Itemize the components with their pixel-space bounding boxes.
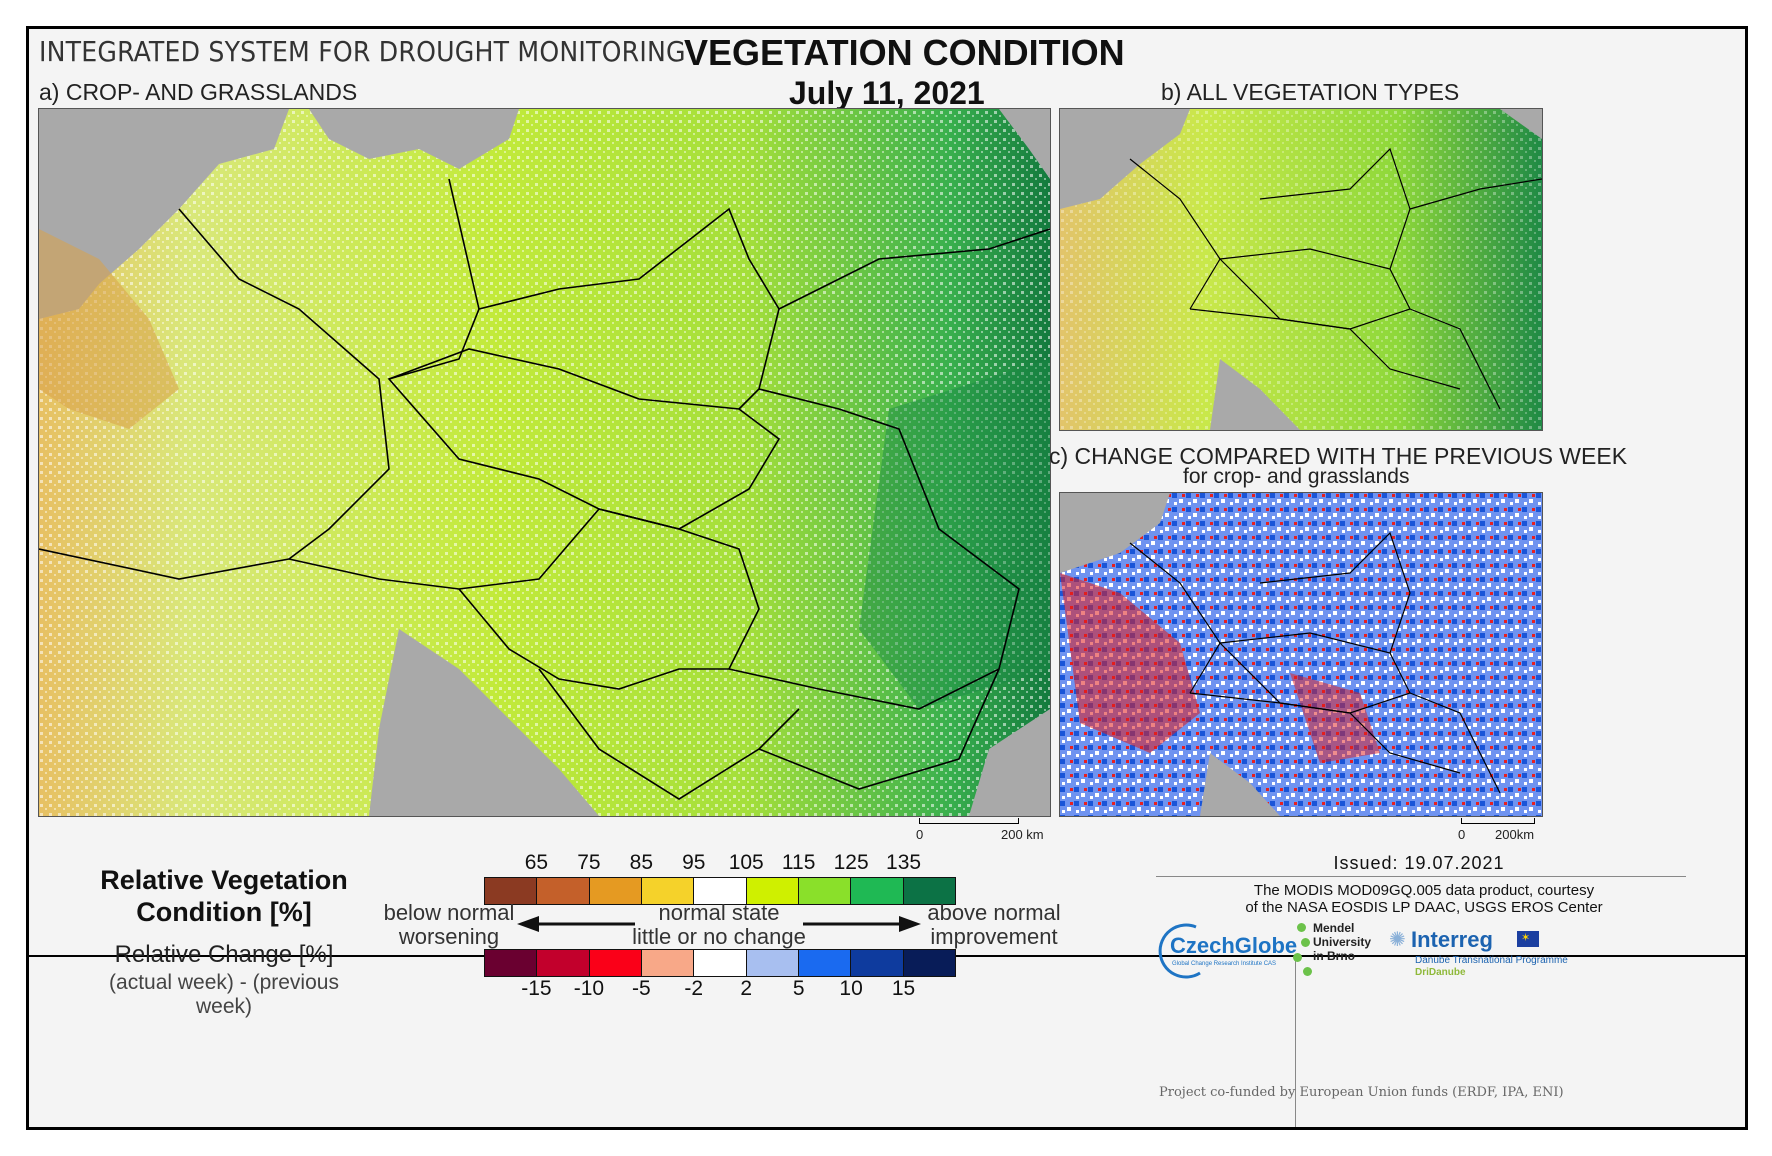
main-title: VEGETATION CONDITION [684,32,1125,73]
rc-tick-label: -15 [521,977,552,1000]
rc-tick-label: -10 [573,977,605,1000]
rvc-tick-label: 115 [781,851,816,874]
credit-line-2: of the NASA EOSDIS LP DAAC, USGS EROS Ce… [1245,899,1603,916]
rvc-tick-label: 85 [629,851,654,874]
panel-c-sublabel: for crop- and grasslands [1183,465,1410,488]
panel-a-map [38,108,1051,817]
rvc-tick-label: 65 [524,851,549,874]
mendel-line-2: University [1313,935,1372,949]
panel-b-label: b) ALL VEGETATION TYPES [1161,79,1460,105]
mendel-dot-icon [1293,953,1302,962]
rvc-tick-label: 135 [886,851,922,874]
figure-frame: INTEGRATED SYSTEM FOR DROUGHT MONITORING… [26,26,1748,1130]
normal-state-text: normal state [658,900,780,925]
vegetation-condition-map [38,109,1051,816]
worsening-text: worsening [398,924,500,949]
rvc-swatch [694,878,747,904]
mendel-dot-icon [1303,967,1312,976]
rvc-tick-label: 105 [728,851,764,874]
rvc-tick-row: 65 75 85 95 105 115 125 135 [484,851,956,875]
no-change-text: little or no change [632,924,806,949]
scale-c-zero: 0 [1458,827,1466,842]
left-arrow-icon [517,916,635,932]
weekly-change-map [1060,493,1542,816]
rvc-swatch [641,878,695,904]
panel-c-map [1059,492,1543,817]
rc-swatch [537,950,590,976]
rc-swatch [851,950,904,976]
czechglobe-logo: CzechGlobe Global Change Research Instit… [1156,921,1298,981]
rc-swatch [746,950,799,976]
mendel-logo: Mendel University in Brno [1293,921,1387,981]
rc-title: Relative Change [%] [114,941,334,968]
czechglobe-text: CzechGlobe [1170,933,1298,958]
interreg-swirl-icon: ✺ [1389,929,1406,951]
rc-tick-label: -5 [631,977,651,1000]
rvc-tick-label: 75 [577,851,601,874]
rvc-title-line2: Condition [%] [136,897,312,927]
legend-normal-state: normal state little or no change [629,901,809,949]
rvc-swatch [537,878,590,904]
rc-swatch [589,950,642,976]
rc-tick-label: 2 [740,977,753,1000]
rvc-tick-label: 125 [833,851,869,874]
rc-tick-label: 5 [792,977,805,1000]
rc-tick-row: -15 -10 -5 -2 2 5 10 15 [484,977,956,1001]
rvc-tick-label: 95 [682,851,706,874]
all-vegetation-map [1060,109,1543,430]
info-divider [1156,876,1686,877]
rc-tick-label: 15 [891,977,916,1000]
dridanube-text: DriDanube [1415,967,1466,978]
interreg-text: Interreg [1411,927,1493,952]
interreg-subtext: Danube Transnational Programme [1415,955,1568,966]
rc-tick-label: -2 [684,977,704,1000]
below-normal-text: below normal [383,900,515,925]
rvc-swatch [851,878,904,904]
rc-tick-label: 10 [839,977,863,1000]
rc-swatch [798,950,852,976]
rc-swatch [485,950,538,976]
panel-b-map [1059,108,1543,431]
rvc-swatch [798,878,852,904]
scale-a-dist: 200 km [1001,827,1044,842]
czechglobe-arc-icon [1158,923,1201,979]
rc-swatch [641,950,695,976]
scale-bar-c [1461,818,1535,824]
system-name: INTEGRATED SYSTEM FOR DROUGHT MONITORING [39,35,686,68]
above-normal-text: above normal [927,900,1061,925]
scale-c-dist: 200km [1495,827,1535,842]
funding-note: Project co-funded by European Union fund… [1159,1085,1564,1100]
rc-swatch [694,950,747,976]
issue-date-title: July 11, 2021 [789,75,985,111]
mendel-dot-icon [1301,938,1310,947]
rvc-swatch [589,878,642,904]
czechglobe-subtext: Global Change Research Institute CAS [1172,961,1277,967]
interreg-logo: ✺ Interreg ✶ Danube Transnational Progra… [1389,921,1568,981]
rc-colorbar [484,949,956,977]
eu-flag-icon: ✶ [1517,931,1539,947]
rvc-swatch [746,878,799,904]
improvement-text: improvement [930,924,1058,949]
rc-swatch [903,950,955,976]
legend-above-normal: above normal improvement [924,901,1064,949]
rc-subtitle: (actual week) - (previous week) [109,971,339,1018]
credit-line-1: The MODIS MOD09GQ.005 data product, cour… [1253,882,1595,899]
rvc-colorbar [484,877,956,905]
mendel-text: Mendel University in Brno [1313,921,1371,963]
rvc-swatch [903,878,955,904]
panel-c-label: c) CHANGE COMPARED WITH THE PREVIOUS WEE… [1049,443,1628,469]
mendel-line-3: in Brno [1313,949,1355,963]
panel-a-label: a) CROP- AND GRASSLANDS [39,79,358,105]
info-separator [1295,957,1296,1127]
issued-date: Issued: 19.07.2021 [1333,853,1505,873]
mendel-dot-icon [1297,923,1306,932]
rvc-swatch [485,878,538,904]
legend-below-normal: below normal worsening [379,901,519,949]
scale-a-zero: 0 [916,827,924,842]
rvc-title-line1: Relative Vegetation [100,865,348,895]
data-credit: The MODIS MOD09GQ.005 data product, cour… [1159,882,1689,916]
right-arrow-icon [803,916,921,932]
scale-bar-a [919,818,1019,824]
mendel-line-1: Mendel [1313,921,1355,935]
